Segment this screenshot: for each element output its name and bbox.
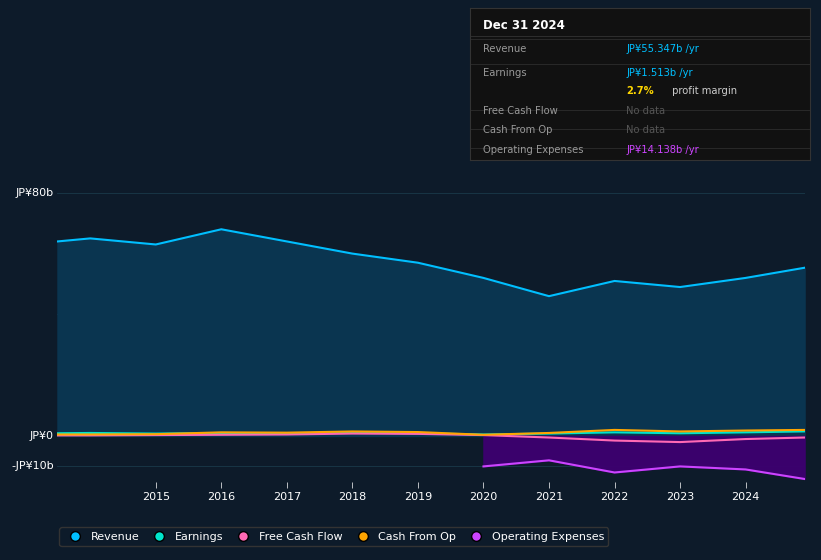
Legend: Revenue, Earnings, Free Cash Flow, Cash From Op, Operating Expenses: Revenue, Earnings, Free Cash Flow, Cash … (59, 528, 608, 546)
Text: JP¥55.347b /yr: JP¥55.347b /yr (626, 44, 699, 54)
Text: 2.7%: 2.7% (626, 86, 654, 96)
Text: Cash From Op: Cash From Op (484, 125, 553, 136)
Text: Free Cash Flow: Free Cash Flow (484, 106, 558, 116)
Text: -JP¥10b: -JP¥10b (11, 461, 53, 472)
Text: No data: No data (626, 106, 666, 116)
Text: JP¥80b: JP¥80b (16, 188, 53, 198)
Text: profit margin: profit margin (669, 86, 737, 96)
Text: Earnings: Earnings (484, 68, 527, 78)
Text: Operating Expenses: Operating Expenses (484, 145, 584, 155)
Text: JP¥14.138b /yr: JP¥14.138b /yr (626, 145, 699, 155)
Text: No data: No data (626, 125, 666, 136)
Text: Dec 31 2024: Dec 31 2024 (484, 19, 565, 32)
Text: Revenue: Revenue (484, 44, 526, 54)
Text: JP¥1.513b /yr: JP¥1.513b /yr (626, 68, 693, 78)
Text: JP¥0: JP¥0 (30, 431, 53, 441)
